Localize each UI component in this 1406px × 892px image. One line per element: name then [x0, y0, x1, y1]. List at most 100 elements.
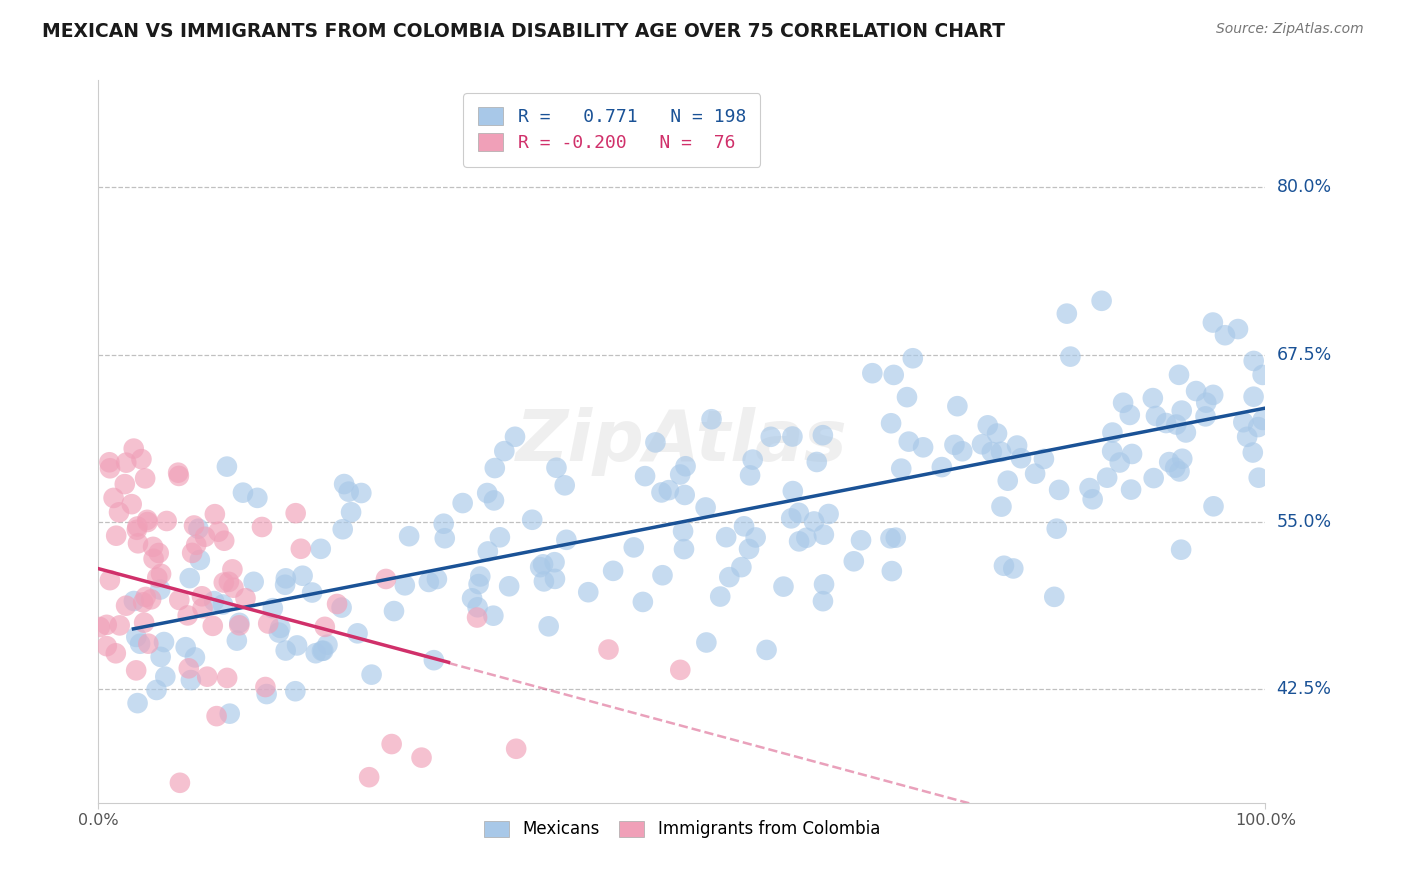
Point: [1164, 460, 1187, 475]
Point: [896, 390, 918, 404]
Point: [125, 664, 148, 678]
Point: [986, 426, 1008, 441]
Point: [1202, 388, 1225, 402]
Point: [149, 582, 172, 597]
Point: [195, 670, 218, 684]
Point: [531, 558, 554, 572]
Point: [201, 619, 224, 633]
Point: [555, 533, 578, 547]
Point: [1236, 430, 1258, 444]
Point: [326, 597, 349, 611]
Point: [194, 530, 217, 544]
Point: [284, 684, 307, 698]
Point: [780, 511, 803, 525]
Point: [1081, 492, 1104, 507]
Point: [465, 610, 488, 624]
Point: [125, 523, 148, 537]
Point: [155, 670, 177, 684]
Point: [1043, 590, 1066, 604]
Point: [811, 428, 834, 442]
Point: [104, 646, 127, 660]
Point: [314, 620, 336, 634]
Point: [217, 671, 239, 685]
Point: [142, 540, 165, 554]
Point: [631, 595, 654, 609]
Point: [598, 642, 620, 657]
Point: [121, 497, 143, 511]
Point: [274, 578, 297, 592]
Point: [136, 637, 159, 651]
Point: [398, 529, 420, 543]
Point: [257, 616, 280, 631]
Point: [179, 571, 201, 585]
Point: [796, 531, 818, 545]
Point: [714, 530, 737, 544]
Point: [212, 598, 235, 612]
Point: [505, 741, 527, 756]
Point: [1142, 391, 1164, 405]
Point: [1168, 368, 1191, 382]
Point: [312, 643, 335, 657]
Point: [543, 555, 565, 569]
Legend: Mexicans, Immigrants from Colombia: Mexicans, Immigrants from Colombia: [477, 814, 887, 845]
Point: [235, 591, 257, 606]
Point: [221, 562, 243, 576]
Point: [700, 412, 723, 426]
Text: 55.0%: 55.0%: [1277, 513, 1331, 531]
Point: [186, 538, 208, 552]
Point: [842, 554, 865, 568]
Point: [477, 544, 499, 558]
Point: [744, 531, 766, 545]
Point: [188, 553, 211, 567]
Point: [204, 507, 226, 521]
Point: [305, 646, 328, 660]
Point: [1251, 413, 1274, 427]
Point: [576, 585, 599, 599]
Point: [254, 680, 277, 694]
Point: [1119, 408, 1142, 422]
Point: [733, 519, 755, 533]
Point: [285, 639, 308, 653]
Point: [222, 581, 245, 595]
Point: [782, 484, 804, 499]
Point: [623, 541, 645, 555]
Point: [167, 466, 190, 480]
Point: [884, 531, 907, 545]
Point: [1202, 500, 1225, 514]
Point: [129, 637, 152, 651]
Point: [602, 564, 624, 578]
Point: [467, 577, 489, 591]
Point: [337, 484, 360, 499]
Point: [267, 625, 290, 640]
Point: [931, 460, 953, 475]
Point: [291, 568, 314, 582]
Text: MEXICAN VS IMMIGRANTS FROM COLOMBIA DISABILITY AGE OVER 75 CORRELATION CHART: MEXICAN VS IMMIGRANTS FROM COLOMBIA DISA…: [42, 22, 1005, 41]
Point: [127, 536, 149, 550]
Point: [115, 456, 138, 470]
Point: [274, 571, 297, 585]
Point: [470, 569, 492, 583]
Point: [1005, 438, 1028, 452]
Point: [993, 558, 1015, 573]
Point: [1119, 483, 1142, 497]
Point: [1247, 471, 1270, 485]
Point: [146, 570, 169, 584]
Point: [533, 574, 555, 589]
Point: [1227, 322, 1250, 336]
Point: [970, 437, 993, 451]
Point: [806, 455, 828, 469]
Point: [1185, 384, 1208, 398]
Point: [136, 513, 159, 527]
Point: [494, 444, 516, 458]
Point: [813, 527, 835, 541]
Point: [879, 531, 901, 545]
Point: [738, 541, 761, 556]
Point: [522, 513, 544, 527]
Point: [187, 522, 209, 536]
Point: [813, 577, 835, 591]
Point: [1112, 396, 1135, 410]
Point: [228, 615, 250, 630]
Point: [482, 608, 505, 623]
Point: [803, 515, 825, 529]
Point: [381, 737, 404, 751]
